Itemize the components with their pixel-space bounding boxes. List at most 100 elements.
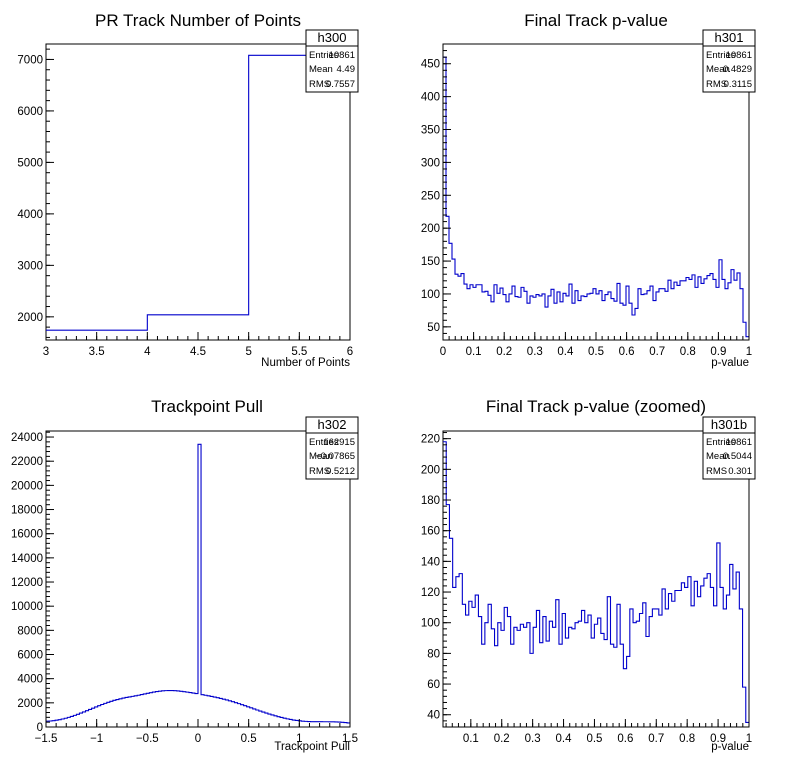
x-tick-label: 0.6	[619, 346, 635, 358]
stats-value: 0.7557	[326, 79, 355, 90]
stats-box-h301b: h301b Entries 10861 Mean 0.5044 RMS 0.30…	[702, 416, 756, 480]
y-tick-label: 120	[421, 587, 440, 599]
y-tick-label: 2000	[17, 698, 43, 710]
y-tick-label: 8000	[17, 625, 43, 637]
y-tick-label: 10000	[11, 601, 43, 613]
x-tick-label: 0.5	[588, 346, 604, 358]
stats-name: h301b	[711, 417, 747, 432]
y-tick-label: 150	[421, 256, 440, 268]
y-tick-label: 140	[421, 556, 440, 568]
stats-box-h302: h302 Entries 162915 Mean −0.07865 RMS 0.…	[305, 416, 359, 480]
stats-label: RMS	[309, 466, 330, 477]
stats-value: 0.301	[728, 466, 752, 477]
x-tick-label: 0.9	[710, 346, 726, 358]
stats-label: Mean	[706, 451, 730, 462]
x-axis-label: Number of Points	[261, 357, 350, 369]
y-tick-label: 6000	[17, 106, 43, 118]
y-tick-label: 200	[421, 464, 440, 476]
x-tick-label: 3.5	[89, 346, 105, 358]
x-tick-label: 5.5	[291, 346, 307, 358]
stats-name: h300	[318, 30, 347, 45]
x-tick-label: −0.5	[136, 733, 159, 745]
y-tick-label: 250	[421, 190, 440, 202]
y-tick-label: 5000	[17, 157, 43, 169]
x-tick-label: 1	[746, 346, 752, 358]
panel-final-track-pvalue-zoomed: Final Track p-value (zoomed) p-value 0.1…	[421, 397, 756, 753]
x-tick-label: 0.7	[649, 346, 665, 358]
stats-value: 10861	[329, 50, 355, 61]
x-tick-label: 0.5	[241, 733, 257, 745]
x-tick-label: 0.8	[679, 733, 695, 745]
y-tick-label: 18000	[11, 505, 43, 517]
x-tick-label: 0.5	[586, 733, 602, 745]
y-tick-label: 300	[421, 157, 440, 169]
stats-value: 0.4829	[723, 64, 752, 75]
y-tick-label: 20000	[11, 480, 43, 492]
y-tick-label: 4000	[17, 209, 43, 221]
stats-value: −0.07865	[315, 451, 355, 462]
stats-label: Mean	[309, 64, 333, 75]
stats-label: Entries	[309, 437, 339, 448]
y-tick-label: 220	[421, 434, 440, 446]
x-tick-label: 0.4	[557, 346, 574, 358]
panel-title: Final Track p-value (zoomed)	[486, 397, 706, 416]
y-tick-label: 3000	[17, 260, 43, 272]
y-tick-label: 16000	[11, 529, 43, 541]
stats-label: Entries	[309, 50, 339, 61]
stats-value: 10861	[726, 437, 752, 448]
x-axis-label: p-value	[711, 741, 749, 753]
panel-title: Trackpoint Pull	[151, 397, 263, 416]
x-tick-label: 3	[43, 346, 49, 358]
x-tick-label: 0.9	[710, 733, 726, 745]
x-tick-label: 0	[440, 346, 446, 358]
y-tick-label: 7000	[17, 54, 43, 66]
y-tick-label: 50	[427, 322, 440, 334]
x-tick-label: 1	[746, 733, 752, 745]
stats-label: Mean	[309, 451, 333, 462]
y-tick-label: 0	[37, 722, 43, 734]
y-tick-label: 22000	[11, 456, 43, 468]
panel-pr-track-points: PR Track Number of Points Number of Poin…	[17, 11, 359, 369]
plot-frame	[45, 43, 351, 341]
y-tick-label: 100	[421, 289, 440, 301]
y-tick-label: 40	[427, 710, 440, 722]
stats-value: 4.49	[337, 64, 356, 75]
stats-name: h301	[715, 30, 744, 45]
stats-label: RMS	[309, 79, 330, 90]
y-tick-label: 350	[421, 125, 440, 137]
x-tick-label: 0.2	[494, 733, 510, 745]
stats-label: Mean	[706, 64, 730, 75]
x-tick-label: 0.6	[617, 733, 633, 745]
histogram-outline	[443, 56, 749, 338]
x-tick-label: 0.1	[466, 346, 482, 358]
y-tick-label: 12000	[11, 577, 43, 589]
y-tick-label: 4000	[17, 674, 43, 686]
plot-frame	[442, 430, 750, 728]
stats-value: 10861	[726, 50, 752, 61]
y-tick-label: 400	[421, 92, 440, 104]
x-axis-label: Trackpoint Pull	[274, 741, 350, 753]
stats-box-h301: h301 Entries 10861 Mean 0.4829 RMS 0.311…	[702, 29, 756, 93]
histogram-outline	[46, 443, 350, 724]
y-tick-label: 60	[427, 679, 440, 691]
stats-name: h302	[318, 417, 347, 432]
y-tick-label: 450	[421, 59, 440, 71]
histogram-outline	[443, 441, 749, 723]
x-tick-label: 4	[144, 346, 151, 358]
panel-title: Final Track p-value	[524, 11, 668, 30]
x-tick-label: 0.7	[648, 733, 664, 745]
x-axis-label: p-value	[711, 357, 749, 369]
panel-final-track-pvalue: Final Track p-value p-value 0 0.1 0.2 0.3 0.…	[421, 11, 756, 369]
stats-value: 162915	[323, 437, 355, 448]
x-tick-label: −1	[90, 733, 103, 745]
stats-value: 0.3115	[724, 79, 752, 90]
x-tick-label: 6	[347, 346, 353, 358]
x-tick-label: 0.2	[496, 346, 512, 358]
x-tick-label: 0.3	[525, 733, 541, 745]
y-tick-label: 180	[421, 495, 440, 507]
stats-box-h300: h300 Entries 10861 Mean 4.49 RMS 0.7557	[305, 29, 359, 93]
stats-label: RMS	[706, 79, 727, 90]
stats-label: RMS	[706, 466, 727, 477]
x-tick-label: 4.5	[190, 346, 206, 358]
